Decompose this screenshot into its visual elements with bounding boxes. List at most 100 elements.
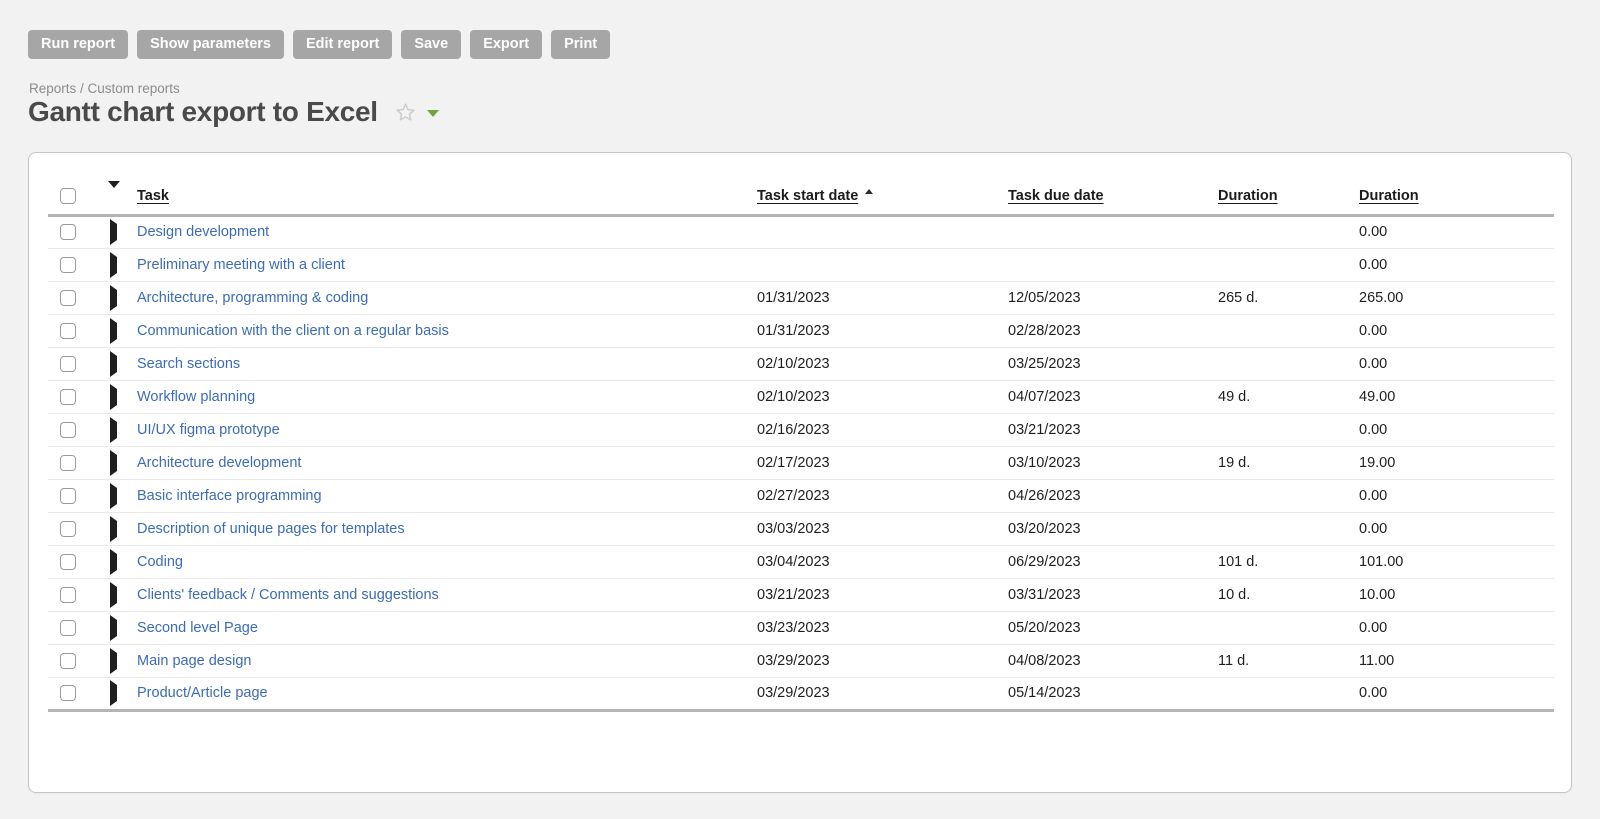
task-due-date-cell: 03/20/2023 — [1008, 512, 1218, 546]
column-header-task[interactable]: Task — [137, 188, 169, 205]
row-checkbox[interactable] — [60, 421, 76, 438]
title-menu-caret-icon[interactable] — [426, 110, 439, 117]
toolbar-button[interactable]: Edit report — [293, 30, 393, 59]
task-start-date-cell — [757, 248, 1008, 282]
duration-days-cell: 19 d. — [1218, 446, 1359, 480]
row-checkbox[interactable] — [60, 289, 76, 306]
task-link[interactable]: Description of unique pages for template… — [137, 520, 405, 537]
task-due-date-cell: 04/07/2023 — [1008, 380, 1218, 414]
task-link[interactable]: Architecture development — [137, 454, 302, 471]
task-link[interactable]: Main page design — [137, 652, 252, 669]
duration-number-cell: 0.00 — [1359, 248, 1554, 282]
report-panel: Task Task start date Task due date Durat… — [28, 152, 1572, 793]
favorite-star-icon[interactable] — [394, 101, 417, 124]
expand-row-icon[interactable] — [110, 548, 117, 575]
row-checkbox[interactable] — [60, 322, 76, 339]
column-header-duration-number[interactable]: Duration — [1359, 188, 1419, 205]
duration-number-cell: 265.00 — [1359, 281, 1554, 315]
task-link[interactable]: Clients' feedback / Comments and suggest… — [137, 586, 439, 603]
table-row: Basic interface programming 02/27/2023 0… — [48, 479, 1554, 513]
selection-menu-caret-icon[interactable] — [108, 181, 120, 205]
task-due-date-cell: 03/25/2023 — [1008, 347, 1218, 381]
task-start-date-cell: 02/27/2023 — [757, 479, 1008, 513]
expand-row-icon[interactable] — [110, 647, 117, 674]
expand-row-icon[interactable] — [110, 416, 117, 443]
task-due-date-cell: 04/08/2023 — [1008, 644, 1218, 678]
table-row: Architecture, programming & coding 01/31… — [48, 281, 1554, 315]
expand-row-icon[interactable] — [110, 383, 117, 410]
task-link[interactable]: Workflow planning — [137, 388, 256, 405]
task-link[interactable]: Preliminary meeting with a client — [137, 256, 345, 273]
row-checkbox[interactable] — [60, 586, 76, 603]
toolbar-button[interactable]: Run report — [28, 30, 129, 59]
report-table: Task Task start date Task due date Durat… — [48, 181, 1554, 712]
task-link[interactable]: Search sections — [137, 355, 241, 372]
select-all-checkbox[interactable] — [60, 188, 76, 205]
task-link[interactable]: UI/UX figma prototype — [137, 421, 280, 438]
expand-row-icon[interactable] — [110, 614, 117, 641]
table-row: Main page design 03/29/2023 04/08/2023 1… — [48, 644, 1554, 678]
task-link[interactable]: Coding — [137, 553, 183, 570]
toolbar-button[interactable]: Export — [470, 30, 543, 59]
task-due-date-cell: 03/21/2023 — [1008, 413, 1218, 447]
expand-row-icon[interactable] — [110, 284, 117, 311]
breadcrumb[interactable]: Reports / Custom reports — [29, 81, 180, 96]
row-checkbox[interactable] — [60, 388, 76, 405]
table-row: Architecture development 02/17/2023 03/1… — [48, 446, 1554, 480]
table-row: Communication with the client on a regul… — [48, 314, 1554, 348]
toolbar-button[interactable]: Show parameters — [137, 30, 284, 59]
duration-number-cell: 0.00 — [1359, 512, 1554, 546]
duration-days-cell: 265 d. — [1218, 281, 1359, 315]
expand-row-icon[interactable] — [110, 680, 117, 706]
task-due-date-cell: 02/28/2023 — [1008, 314, 1218, 348]
duration-days-cell — [1218, 248, 1359, 282]
task-due-date-cell: 12/05/2023 — [1008, 281, 1218, 315]
row-checkbox[interactable] — [60, 619, 76, 636]
expand-row-icon[interactable] — [110, 449, 117, 476]
duration-number-cell: 49.00 — [1359, 380, 1554, 414]
duration-number-cell: 0.00 — [1359, 347, 1554, 381]
duration-days-cell: 101 d. — [1218, 545, 1359, 579]
row-checkbox[interactable] — [60, 454, 76, 471]
expand-row-icon[interactable] — [110, 317, 117, 344]
task-start-date-cell: 02/10/2023 — [757, 380, 1008, 414]
row-checkbox[interactable] — [60, 553, 76, 570]
task-link[interactable]: Product/Article page — [137, 685, 268, 701]
row-checkbox[interactable] — [60, 224, 76, 240]
duration-number-cell: 0.00 — [1359, 314, 1554, 348]
duration-number-cell: 101.00 — [1359, 545, 1554, 579]
task-link[interactable]: Design development — [137, 224, 270, 240]
task-start-date-cell: 03/29/2023 — [757, 677, 1008, 712]
row-checkbox[interactable] — [60, 355, 76, 372]
task-link[interactable]: Architecture, programming & coding — [137, 289, 369, 306]
expand-row-icon[interactable] — [110, 251, 117, 278]
expand-row-icon[interactable] — [110, 581, 117, 608]
row-checkbox[interactable] — [60, 685, 76, 701]
task-due-date-cell: 05/14/2023 — [1008, 677, 1218, 712]
task-link[interactable]: Second level Page — [137, 619, 258, 636]
duration-number-cell: 0.00 — [1359, 611, 1554, 645]
table-row: Coding 03/04/2023 06/29/2023 101 d. 101.… — [48, 545, 1554, 579]
task-start-date-cell: 02/17/2023 — [757, 446, 1008, 480]
row-checkbox[interactable] — [60, 256, 76, 273]
task-due-date-cell — [1008, 215, 1218, 249]
column-header-duration-days[interactable]: Duration — [1218, 188, 1278, 205]
row-checkbox[interactable] — [60, 487, 76, 504]
expand-row-icon[interactable] — [110, 350, 117, 377]
expand-row-icon[interactable] — [110, 515, 117, 542]
expand-row-icon[interactable] — [110, 482, 117, 509]
task-start-date-cell: 03/03/2023 — [757, 512, 1008, 546]
task-link[interactable]: Communication with the client on a regul… — [137, 322, 449, 339]
toolbar-button[interactable]: Print — [551, 30, 611, 59]
column-header-task-start-date[interactable]: Task start date — [757, 188, 859, 205]
column-header-task-due-date[interactable]: Task due date — [1008, 188, 1104, 205]
task-due-date-cell: 04/26/2023 — [1008, 479, 1218, 513]
table-row: Product/Article page 03/29/2023 05/14/20… — [48, 677, 1554, 712]
toolbar-button[interactable]: Save — [401, 30, 462, 59]
task-link[interactable]: Basic interface programming — [137, 487, 322, 504]
row-checkbox[interactable] — [60, 652, 76, 669]
duration-days-cell: 49 d. — [1218, 380, 1359, 414]
row-checkbox[interactable] — [60, 520, 76, 537]
expand-row-icon[interactable] — [110, 219, 117, 245]
task-due-date-cell: 03/10/2023 — [1008, 446, 1218, 480]
